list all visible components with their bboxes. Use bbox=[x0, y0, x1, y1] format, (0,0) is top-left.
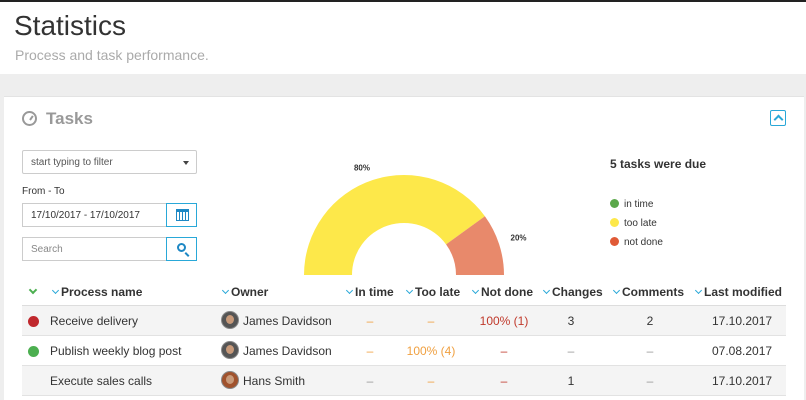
col-label: In time bbox=[355, 285, 394, 299]
process-filter-select[interactable]: start typing to filter bbox=[22, 150, 197, 174]
too-late-value: 100% (4) bbox=[406, 344, 456, 358]
legend-in-time: in time bbox=[610, 199, 653, 210]
top-border bbox=[0, 0, 806, 2]
calendar-icon bbox=[176, 209, 189, 221]
sort-arrow-icon bbox=[612, 286, 621, 295]
process-name[interactable]: Publish weekly blog post bbox=[50, 344, 182, 358]
too-late-value: – bbox=[427, 374, 435, 388]
changes-value: 3 bbox=[567, 314, 575, 328]
col-too-late[interactable]: Too late bbox=[405, 285, 461, 299]
legend-dot-in-time bbox=[610, 199, 619, 208]
table-row[interactable]: Publish weekly blog post James Davidson … bbox=[22, 336, 786, 366]
col-in-time[interactable]: In time bbox=[345, 285, 394, 299]
col-last-modified[interactable]: Last modified bbox=[694, 285, 783, 299]
col-label: Not done bbox=[481, 285, 533, 299]
col-changes[interactable]: Changes bbox=[542, 285, 603, 299]
status-dot bbox=[28, 316, 39, 327]
owner-name: James Davidson bbox=[243, 344, 332, 358]
date-range-label: From - To bbox=[22, 186, 65, 197]
chart-label-too-late: 80% bbox=[354, 163, 370, 172]
col-label: Comments bbox=[622, 285, 685, 299]
chart-slice-not-done bbox=[446, 216, 504, 275]
legend-dot-not-done bbox=[610, 237, 619, 246]
card-title: Tasks bbox=[46, 109, 93, 128]
status-dot bbox=[28, 346, 39, 357]
legend-dot-too-late bbox=[610, 218, 619, 227]
avatar bbox=[221, 311, 239, 329]
sort-arrow-icon bbox=[471, 286, 480, 295]
col-process-name[interactable]: Process name bbox=[51, 285, 143, 299]
sort-arrow-icon bbox=[542, 286, 551, 295]
page-title: Statistics bbox=[14, 10, 127, 41]
table-header: Process name Owner In time Too late Not … bbox=[22, 279, 786, 306]
table-body: Receive delivery James Davidson – – 100%… bbox=[22, 306, 786, 396]
comments-value: – bbox=[646, 374, 654, 388]
sort-toggle-icon[interactable] bbox=[28, 285, 38, 295]
legend-label-too-late: too late bbox=[624, 218, 657, 229]
legend-label-in-time: in time bbox=[624, 199, 654, 210]
in-time-value: – bbox=[366, 314, 374, 328]
page-subtitle: Process and task performance. bbox=[15, 47, 209, 63]
sort-arrow-icon bbox=[51, 286, 60, 295]
avatar bbox=[221, 371, 239, 389]
sort-arrow-icon bbox=[221, 286, 230, 295]
search-button[interactable] bbox=[166, 237, 197, 261]
col-label: Changes bbox=[552, 285, 603, 299]
search-input[interactable] bbox=[22, 237, 166, 261]
chart-slice-too-late bbox=[304, 175, 485, 275]
col-label: Process name bbox=[61, 285, 143, 299]
calendar-button[interactable] bbox=[166, 203, 197, 227]
sort-arrow-icon bbox=[405, 286, 414, 295]
owner-name: James Davidson bbox=[243, 314, 332, 328]
collapse-button[interactable] bbox=[770, 110, 786, 126]
date-range-input[interactable]: 17/10/2017 - 17/10/2017 bbox=[22, 203, 166, 227]
avatar bbox=[221, 341, 239, 359]
process-name[interactable]: Execute sales calls bbox=[50, 374, 153, 388]
in-time-value: – bbox=[366, 374, 374, 388]
last-modified-value: 17.10.2017 bbox=[712, 374, 773, 388]
comments-value: 2 bbox=[646, 314, 654, 328]
col-label: Owner bbox=[231, 285, 269, 299]
last-modified-value: 17.10.2017 bbox=[712, 314, 773, 328]
sort-arrow-icon bbox=[694, 286, 703, 295]
caret-down-icon bbox=[183, 161, 189, 165]
not-done-value: – bbox=[500, 344, 508, 358]
page-header: Statistics Process and task performance. bbox=[0, 2, 806, 74]
tasks-table: Process name Owner In time Too late Not … bbox=[22, 279, 786, 396]
task-status-chart: 80% 20% bbox=[304, 163, 527, 275]
col-not-done[interactable]: Not done bbox=[471, 285, 533, 299]
col-label: Last modified bbox=[704, 285, 783, 299]
table-row[interactable]: Execute sales calls Hans Smith – – – 1 –… bbox=[22, 366, 786, 396]
col-comments[interactable]: Comments bbox=[612, 285, 685, 299]
process-filter-value: start typing to filter bbox=[31, 157, 113, 168]
chart-label-not-done: 20% bbox=[511, 233, 527, 242]
not-done-value: 100% (1) bbox=[479, 314, 529, 328]
too-late-value: – bbox=[427, 314, 435, 328]
legend-too-late: too late bbox=[610, 218, 657, 229]
in-time-value: – bbox=[366, 344, 374, 358]
not-done-value: – bbox=[500, 374, 508, 388]
owner-name: Hans Smith bbox=[243, 374, 306, 388]
table-row[interactable]: Receive delivery James Davidson – – 100%… bbox=[22, 306, 786, 336]
process-name[interactable]: Receive delivery bbox=[50, 314, 139, 328]
legend-not-done: not done bbox=[610, 237, 663, 248]
legend-label-not-done: not done bbox=[624, 237, 663, 248]
last-modified-value: 07.08.2017 bbox=[712, 344, 773, 358]
col-owner[interactable]: Owner bbox=[221, 285, 269, 299]
search-icon bbox=[177, 243, 186, 252]
sort-arrow-icon bbox=[345, 286, 354, 295]
gauge-icon bbox=[22, 111, 37, 126]
changes-value: 1 bbox=[567, 374, 575, 388]
due-summary: 5 tasks were due bbox=[610, 157, 707, 171]
comments-value: – bbox=[646, 344, 654, 358]
tasks-card: Tasks start typing to filter From - To 1… bbox=[4, 96, 804, 400]
changes-value: – bbox=[567, 344, 575, 358]
col-label: Too late bbox=[415, 285, 461, 299]
